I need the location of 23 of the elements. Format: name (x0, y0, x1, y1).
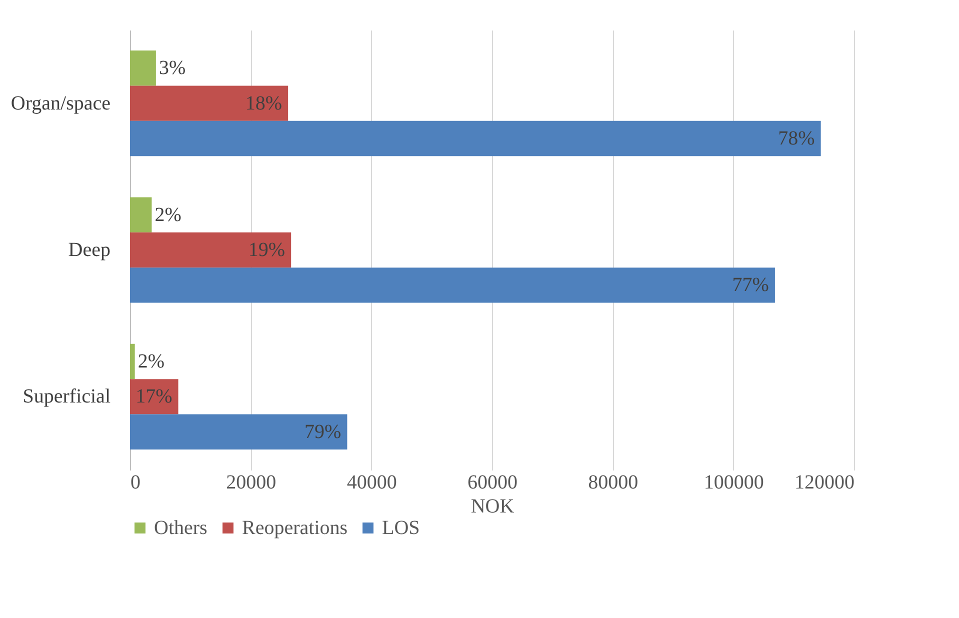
x-tick-label: 20000 (226, 472, 276, 494)
annotation: 17% (136, 386, 172, 408)
y-tick-label: Superficial (22, 386, 111, 408)
x-tick-label: 100000 (704, 472, 764, 494)
annotation: 78% (778, 128, 815, 150)
annotation: 19% (248, 239, 286, 261)
legend-label: LOS (382, 517, 420, 539)
x-tick-label: 60000 (468, 472, 518, 494)
x-tick-label: 40000 (346, 472, 397, 494)
x-tick-label: 0 (130, 472, 140, 494)
legend-label: Others (154, 517, 208, 539)
x-tick-label: 80000 (588, 472, 638, 494)
x-tick-label: 120000 (794, 472, 854, 494)
y-tick-label: Deep (68, 239, 110, 261)
annotation: 77% (732, 274, 769, 296)
annotation: 79% (304, 420, 342, 443)
annotation: 18% (245, 92, 282, 114)
annotation: 2% (138, 350, 164, 372)
x-axis-title: NOK (470, 496, 515, 518)
annotation: 2% (154, 204, 182, 226)
annotation: 3% (158, 57, 186, 80)
legend-label: Reoperations (242, 517, 348, 539)
y-tick-label: Organ/space (10, 92, 111, 114)
